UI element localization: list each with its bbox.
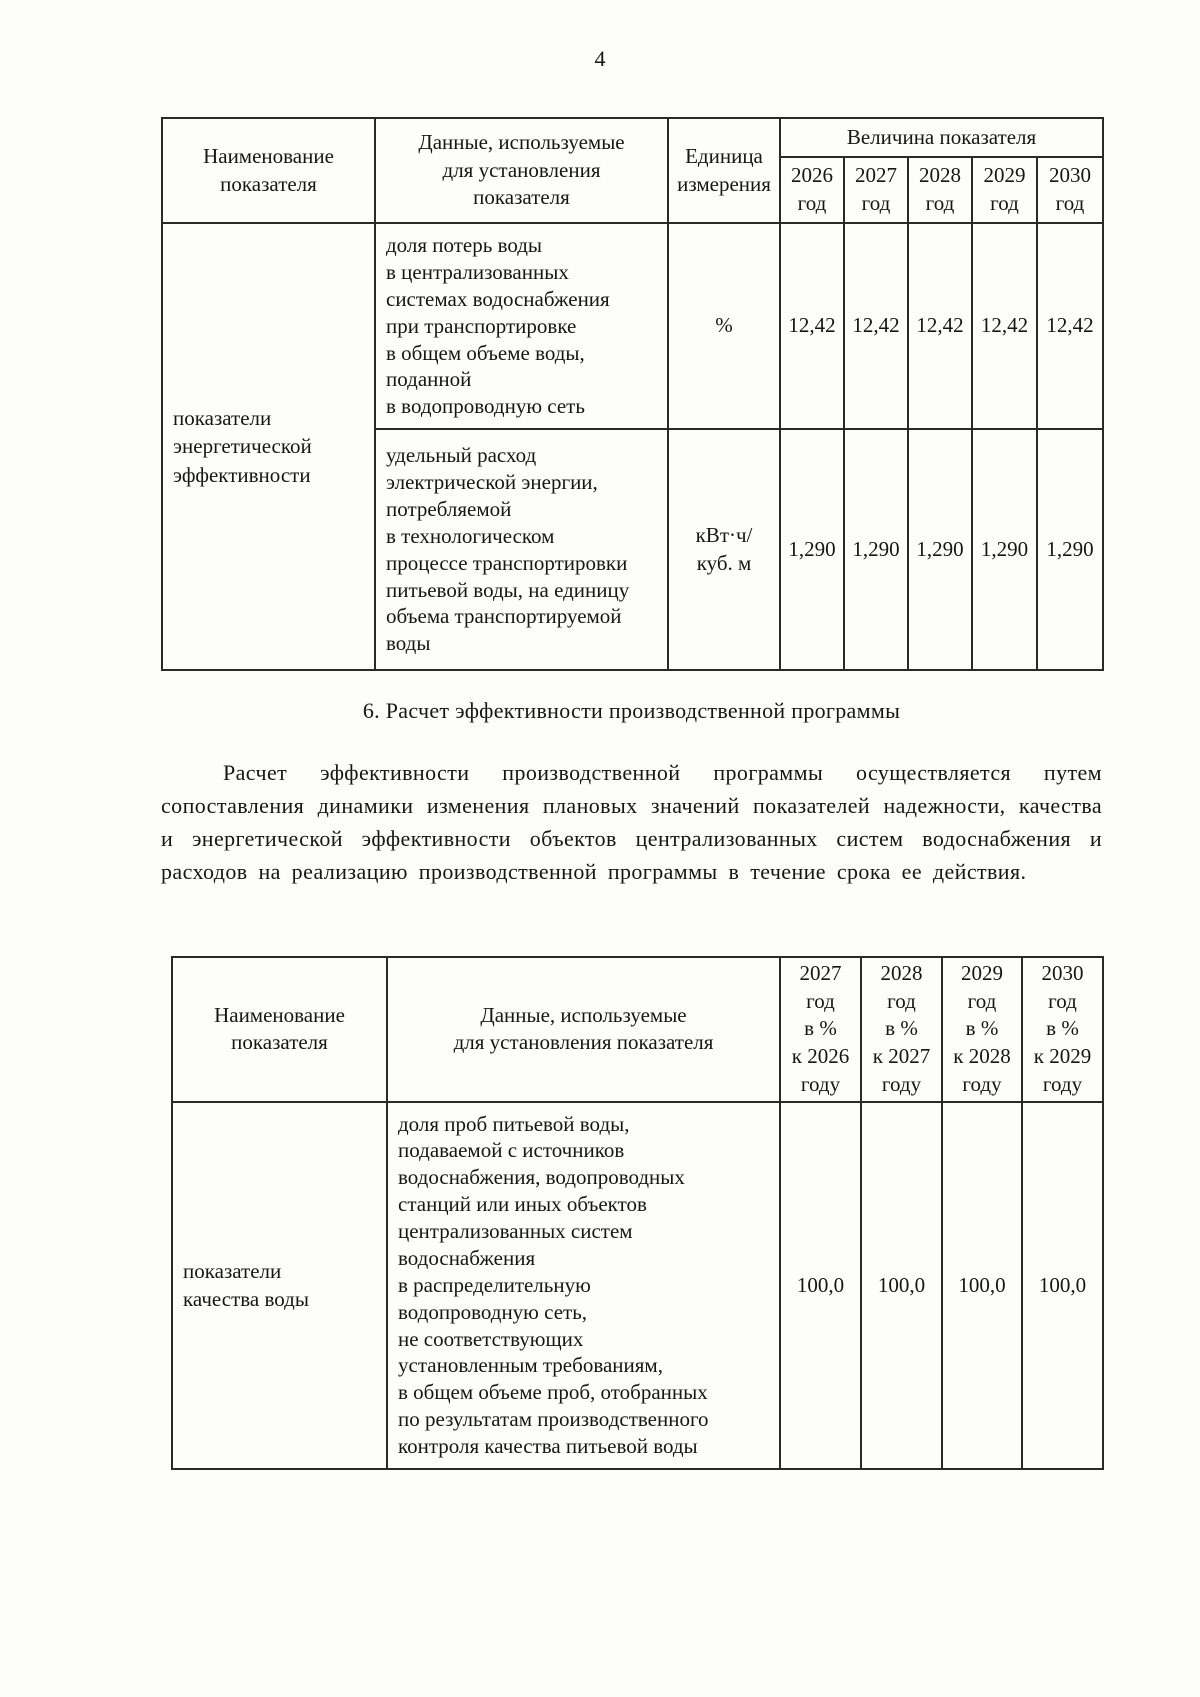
t1-row2-value-2026: 1,290	[779, 428, 845, 672]
t2-row1-value-2029: 100,0	[941, 1100, 1023, 1470]
t2-row1-data: доля проб питьевой воды, подаваемой с ис…	[386, 1100, 781, 1470]
t1-header-value-group: Величина показателя	[779, 117, 1104, 158]
t2-header-data: Данные, используемые для установления по…	[386, 956, 781, 1103]
t1-header-data: Данные, используемые для установления по…	[374, 117, 669, 224]
t1-row2-value-2029: 1,290	[971, 428, 1038, 672]
t1-year-header-2030: 2030 год	[1036, 156, 1104, 224]
t1-row1-value-2029: 12,42	[971, 221, 1038, 431]
table-row: показатели энергетической эффективности …	[161, 221, 1104, 672]
t2-row1-value-2030: 100,0	[1021, 1100, 1104, 1470]
t2-row1-name: показатели качества воды	[171, 1100, 388, 1470]
efficiency-calc-table: Наименование показателя Данные, использу…	[171, 956, 1104, 1470]
t1-year-header-2026: 2026 год	[779, 156, 845, 224]
t2-header-name: Наименование показателя	[171, 956, 388, 1103]
t1-row1-value-2027: 12,42	[843, 221, 909, 431]
indicator-values-table: Наименование показателя Данные, использу…	[161, 117, 1104, 672]
t1-row1-value-2026: 12,42	[779, 221, 845, 431]
t1-header-unit: Единица измерения	[667, 117, 781, 224]
t1-year-header-2029: 2029 год	[971, 156, 1038, 224]
t1-row2-value-2027: 1,290	[843, 428, 909, 672]
t2-row1-value-2028: 100,0	[860, 1100, 943, 1470]
table-row: показатели качества воды доля проб питье…	[171, 1100, 1104, 1470]
section-heading: 6. Расчет эффективности производственной…	[362, 698, 901, 723]
t2-year-header-2030: 2030 год в % к 2029 году	[1021, 956, 1104, 1103]
t2-year-header-2028: 2028 год в % к 2027 году	[860, 956, 943, 1103]
t1-row1-value-2030: 12,42	[1036, 221, 1104, 431]
section-paragraph: Расчет эффективности производственной пр…	[161, 760, 1102, 884]
t2-row1-value-2027: 100,0	[779, 1100, 862, 1470]
t1-year-header-2028: 2028 год	[907, 156, 973, 224]
t1-row1-value-2028: 12,42	[907, 221, 973, 431]
t2-year-header-2029: 2029 год в % к 2028 году	[941, 956, 1023, 1103]
t1-row1-unit: %	[667, 221, 781, 431]
t1-row2-value-2030: 1,290	[1036, 428, 1104, 672]
t1-year-header-2027: 2027 год	[843, 156, 909, 224]
t2-year-header-2027: 2027 год в % к 2026 году	[779, 956, 862, 1103]
page-number: 4	[594, 46, 606, 71]
table-row: удельный расход электрической энергии, п…	[162, 428, 1104, 672]
t1-row1-data: доля потерь воды в централизованных сист…	[374, 221, 669, 431]
t1-header-name: Наименование показателя	[161, 117, 376, 224]
t1-group-label: показатели энергетической эффективности	[161, 221, 376, 672]
t1-row2-value-2028: 1,290	[907, 428, 973, 672]
t1-row2-data: удельный расход электрической энергии, п…	[374, 428, 669, 672]
t1-row2-unit: кВт·ч/ куб. м	[667, 428, 781, 672]
